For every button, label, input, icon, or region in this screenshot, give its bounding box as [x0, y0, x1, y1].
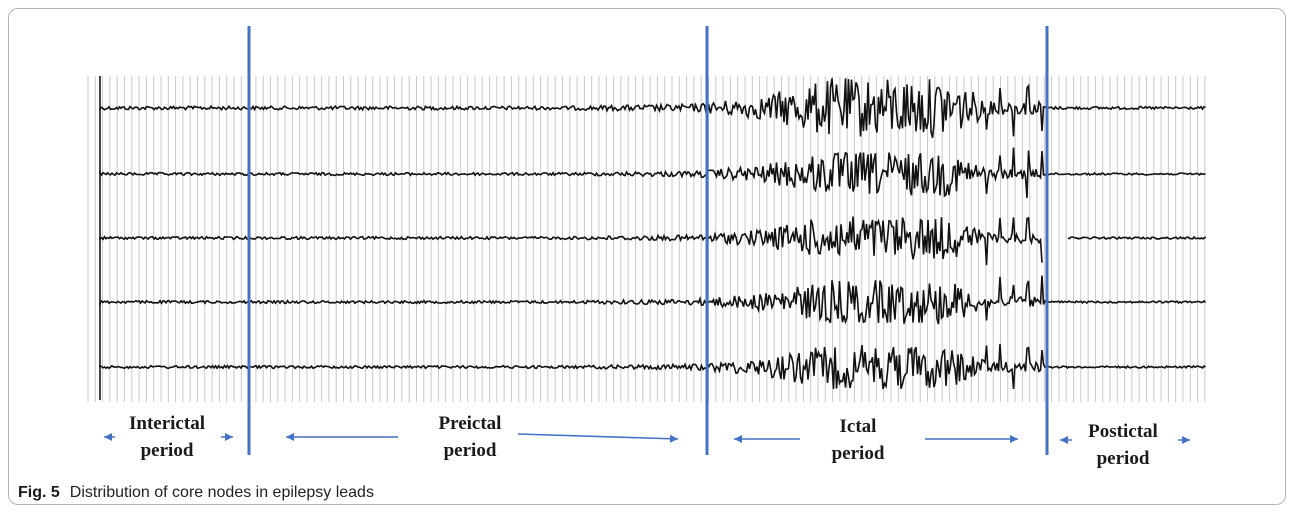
period-arrowhead — [1010, 435, 1018, 443]
eeg-traces — [99, 78, 1207, 390]
period-label-interictal: Interictal period — [108, 410, 226, 464]
period-arrowhead — [1182, 436, 1190, 444]
preictal-label-line1: Preictal — [438, 413, 502, 434]
period-arrow-line — [517, 433, 679, 440]
eeg-channel-trace — [99, 275, 1207, 325]
period-arrowhead — [225, 433, 233, 441]
ictal-label-line1: Ictal — [839, 416, 877, 437]
period-label-ictal: Ictal period — [808, 413, 908, 467]
period-label-postictal: Postictal period — [1068, 418, 1178, 472]
eeg-channel-trace — [99, 147, 1206, 198]
period-arrowhead — [1060, 436, 1068, 444]
period-label-preictal: Preictal period — [410, 410, 530, 464]
period-arrowhead — [286, 433, 294, 441]
figure-caption: Fig. 5 Distribution of core nodes in epil… — [18, 484, 374, 502]
period-arrowhead — [669, 434, 678, 443]
caption-text: Distribution of core nodes in epilepsy l… — [69, 484, 374, 501]
period-arrows — [104, 433, 1190, 444]
period-dividers — [247, 26, 1049, 455]
figure-number: Fig. 5 — [18, 484, 60, 501]
period-arrowhead — [104, 433, 112, 441]
preictal-label-line2: period — [443, 440, 497, 461]
period-arrowhead — [734, 435, 742, 443]
interictal-label-line2: period — [140, 440, 194, 461]
eeg-channel-trace — [99, 78, 1206, 138]
eeg-channel-trace — [99, 343, 1206, 390]
ictal-label-line2: period — [831, 443, 885, 464]
eeg-channel-trace — [99, 216, 1207, 266]
postictal-label-line1: Postictal — [1088, 421, 1158, 442]
interictal-label-line1: Interictal — [129, 413, 205, 434]
postictal-label-line2: period — [1096, 448, 1150, 469]
